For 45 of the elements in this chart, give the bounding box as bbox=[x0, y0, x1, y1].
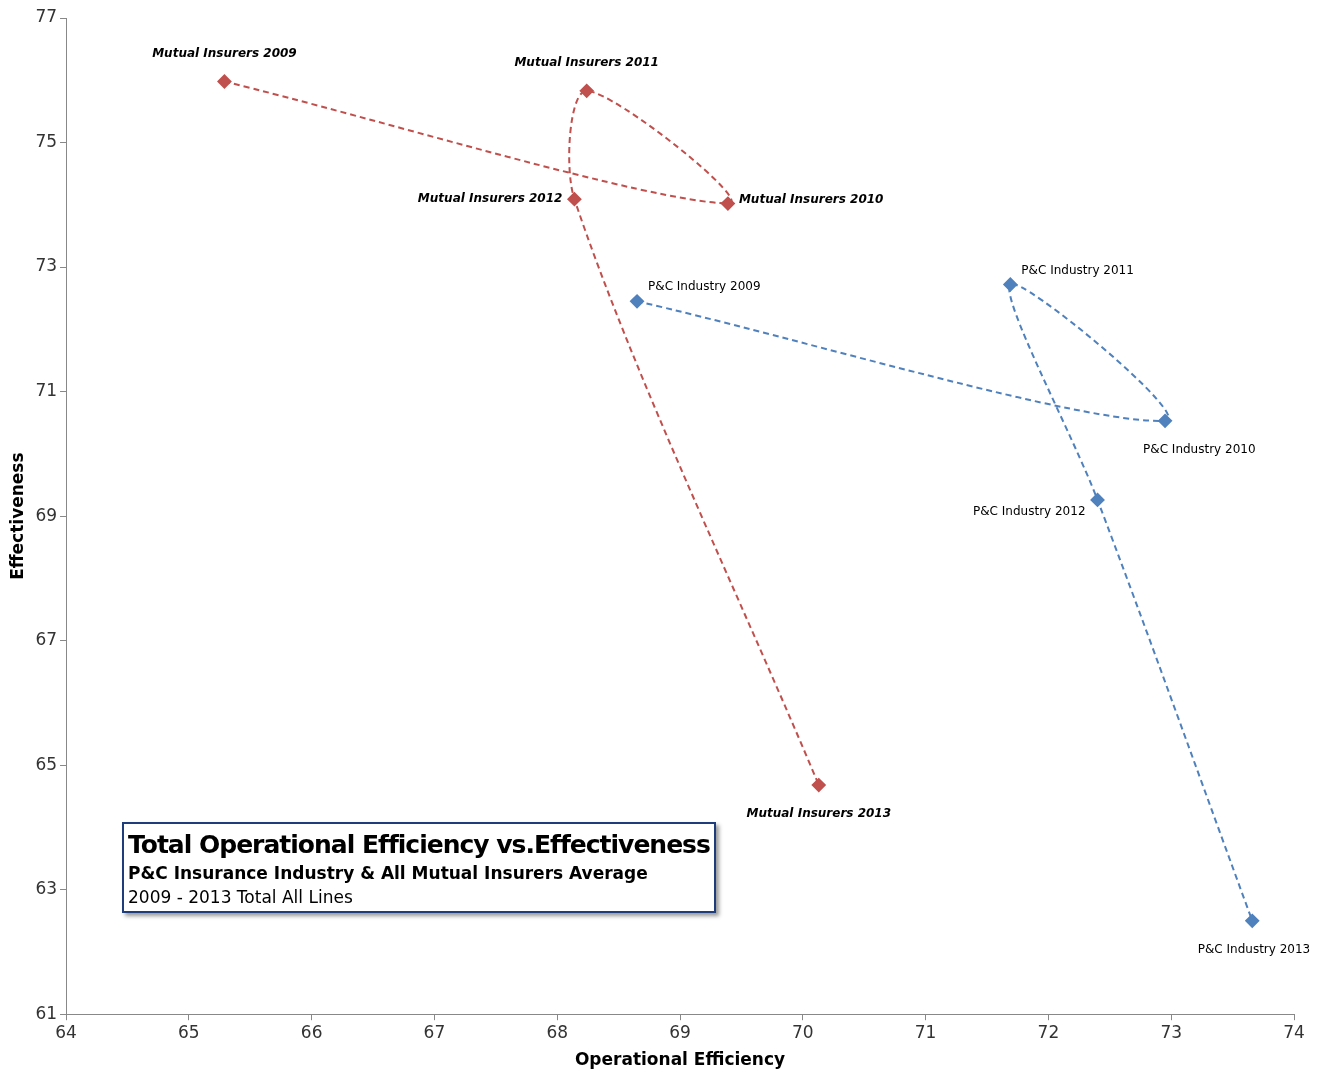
y-tick-label: 67 bbox=[35, 629, 58, 650]
data-label: P&C Industry 2011 bbox=[1021, 262, 1134, 277]
y-tick-label: 75 bbox=[35, 130, 58, 151]
y-tick-label: 61 bbox=[35, 1002, 58, 1023]
y-tick-label: 71 bbox=[35, 380, 58, 400]
data-label: Mutual Insurers 2009 bbox=[152, 45, 297, 60]
text: Total Operational Efficiency vs.Effectiveness bbox=[128, 830, 710, 859]
data-label: P&C Industry 2009 bbox=[648, 279, 761, 294]
point bbox=[1158, 413, 1173, 428]
data-label: Mutual Insurers 2013 bbox=[746, 806, 892, 821]
point bbox=[720, 196, 735, 211]
y-tick-label: 65 bbox=[35, 753, 58, 774]
x-tick-label: 70 bbox=[791, 1021, 814, 1042]
x-tick-label: 67 bbox=[423, 1021, 446, 1042]
data-label: Mutual Insurers 2010 bbox=[738, 191, 884, 206]
annotation: 2009 - 2013 Total All Lines bbox=[128, 887, 354, 907]
text: P&C Insurance Industry & All Mutual Insurers Average bbox=[128, 863, 649, 883]
data-label: Mutual Insurers 2011 bbox=[514, 54, 659, 69]
data-label: Mutual Insurers 2012 bbox=[417, 191, 563, 206]
y-axis-title: Effectiveness bbox=[6, 452, 27, 580]
x-tick-label: 74 bbox=[1283, 1021, 1305, 1042]
x-tick-label: 69 bbox=[669, 1021, 691, 1042]
x-tick-label: 66 bbox=[300, 1021, 323, 1042]
point bbox=[1090, 492, 1105, 507]
x-tick-label: 68 bbox=[546, 1021, 569, 1042]
y-tick-label: 73 bbox=[35, 255, 58, 276]
y-tick-label: 69 bbox=[35, 504, 58, 525]
point bbox=[1245, 913, 1260, 928]
x-tick-label: 72 bbox=[1037, 1021, 1060, 1042]
y-tick-label: 63 bbox=[35, 878, 58, 899]
data-label: P&C Industry 2012 bbox=[973, 504, 1086, 519]
x-tick-label: 71 bbox=[914, 1021, 937, 1042]
y-tick-label: 77 bbox=[35, 6, 58, 27]
point bbox=[217, 74, 232, 89]
x-axis-title: Operational Efficiency bbox=[574, 1049, 786, 1070]
point bbox=[811, 778, 826, 793]
data-label: P&C Industry 2013 bbox=[1197, 941, 1311, 956]
x-tick-label: 65 bbox=[178, 1021, 200, 1042]
point bbox=[579, 83, 594, 98]
point bbox=[1003, 277, 1018, 292]
data-label: P&C Industry 2010 bbox=[1143, 441, 1256, 456]
point bbox=[567, 192, 582, 207]
x-tick-label: 73 bbox=[1160, 1021, 1183, 1042]
point bbox=[630, 294, 645, 309]
x-tick-label: 64 bbox=[55, 1021, 77, 1042]
